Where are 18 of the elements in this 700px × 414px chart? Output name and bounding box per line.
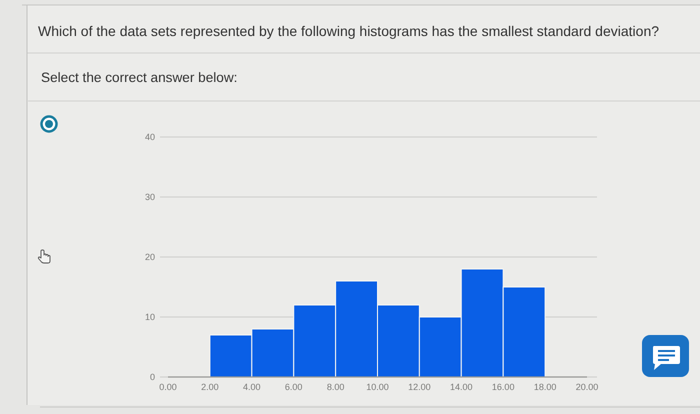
y-tick-label: 20 bbox=[144, 252, 155, 262]
x-tick-label: 12.00 bbox=[408, 382, 431, 392]
x-tick-label: 4.00 bbox=[243, 382, 261, 392]
y-tick-label: 10 bbox=[144, 312, 155, 322]
x-tick-label: 0.00 bbox=[159, 382, 177, 392]
x-tick-label: 18.00 bbox=[534, 382, 556, 392]
x-tick-label: 10.00 bbox=[366, 382, 389, 392]
x-tick-label: 6.00 bbox=[284, 382, 302, 392]
x-tick-label: 14.00 bbox=[450, 382, 473, 392]
chart-title: Which of the data sets represented by the following histograms has the smallest standard deviation? bbox=[38, 23, 660, 39]
x-tick-label: 20.00 bbox=[576, 382, 598, 392]
x-tick-label: 16.00 bbox=[492, 382, 514, 392]
x-tick-label: 8.00 bbox=[326, 382, 344, 392]
y-tick-label: 30 bbox=[144, 192, 155, 202]
x-tick-label: 2.00 bbox=[201, 382, 219, 392]
y-tick-label: 40 bbox=[144, 132, 155, 142]
chart-subtitle: Select the correct answer below: bbox=[41, 70, 238, 85]
y-tick-label: 0 bbox=[150, 372, 155, 382]
